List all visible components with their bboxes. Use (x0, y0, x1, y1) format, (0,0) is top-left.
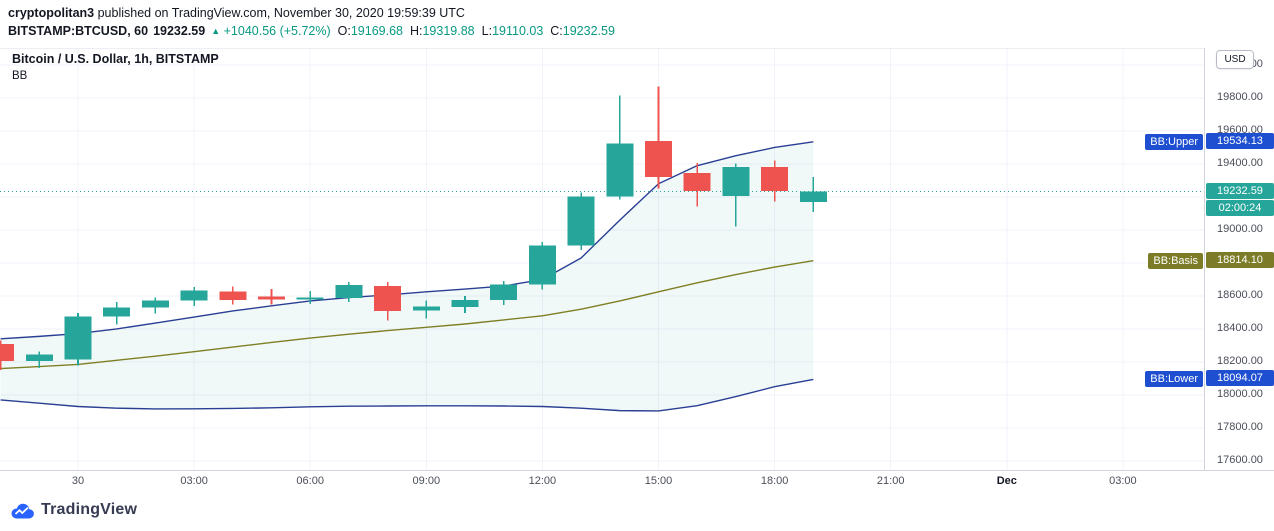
up-arrow-icon: ▲ (211, 26, 221, 36)
currency-toggle-button[interactable]: USD (1216, 50, 1254, 69)
time-tick: 15:00 (644, 475, 673, 487)
tradingview-cloud-icon (11, 503, 34, 518)
high-label: H: (409, 24, 423, 38)
open-value: 19169.68 (350, 24, 403, 38)
price-tick: 19000.00 (1217, 222, 1263, 235)
time-tick: 30 (71, 475, 85, 487)
chart-legend: Bitcoin / U.S. Dollar, 1h, BITSTAMP BB (12, 52, 219, 82)
price-tick: 17600.00 (1217, 453, 1263, 466)
publisher-line: cryptopolitan3 published on TradingView.… (8, 5, 615, 22)
chart-canvas[interactable]: Bitcoin / U.S. Dollar, 1h, BITSTAMP BB B… (0, 48, 1204, 471)
snapshot-header: cryptopolitan3 published on TradingView.… (8, 5, 615, 40)
bb-lower-tag: BB:Lower (1145, 371, 1203, 388)
price-tick: 18400.00 (1217, 321, 1263, 334)
bb-basis-value-label: 18814.10 (1206, 251, 1274, 268)
low-label: L: (481, 24, 493, 38)
low-value: 19110.03 (492, 24, 544, 38)
header-last-price: 19232.59 (153, 24, 206, 38)
close-label: C: (550, 24, 563, 38)
time-tick: Dec (996, 475, 1017, 487)
bb-lower-value-label: 18094.07 (1206, 370, 1274, 387)
bb-upper-value-label: 19534.13 (1206, 132, 1274, 149)
ohlc-high: H:19319.88 (410, 24, 475, 38)
price-tick: 19400.00 (1217, 156, 1263, 169)
ohlc-close: C:19232.59 (550, 24, 615, 38)
indicator-bb-label[interactable]: BB (12, 70, 28, 82)
price-tick: 19800.00 (1217, 90, 1263, 103)
last-price-value-label: 19232.59 (1206, 182, 1274, 199)
close-value: 19232.59 (562, 24, 615, 38)
time-tick: 21:00 (876, 475, 905, 487)
tradingview-logo[interactable]: TradingView (10, 501, 137, 519)
tradingview-brand-text: TradingView (41, 501, 138, 518)
ohlc-open: O:19169.68 (338, 24, 403, 38)
time-tick: 06:00 (296, 475, 324, 487)
time-tick: 18:00 (760, 475, 789, 487)
bb-upper-tag: BB:Upper (1145, 133, 1203, 150)
time-tick: 12:00 (528, 475, 557, 487)
ohlc-low: L:19110.03 (482, 24, 544, 38)
footer: TradingView (0, 494, 1274, 531)
bb-basis-tag: BB:Basis (1148, 252, 1203, 269)
time-tick: 03:00 (1109, 475, 1137, 487)
price-tick: 18000.00 (1217, 387, 1263, 400)
high-value: 19319.88 (422, 24, 475, 38)
symbol-name: BITSTAMP:BTCUSD, 60 (8, 24, 149, 38)
publisher-username: cryptopolitan3 (8, 6, 95, 20)
time-axis[interactable]: 30 03:00 06:00 09:00 12:00 15:00 18:00 21:00 Dec… (0, 470, 1274, 493)
time-tick: 09:00 (412, 475, 441, 487)
price-tick: 18200.00 (1217, 354, 1263, 367)
candlestick-svg (0, 49, 1204, 471)
candle-countdown-label: 02:00:24 (1206, 199, 1274, 216)
open-label: O: (337, 24, 351, 38)
change-text: +1040.56 (+5.72%) (223, 24, 331, 38)
price-tick: 17800.00 (1217, 420, 1263, 433)
price-tick: 18600.00 (1217, 288, 1263, 301)
price-axis[interactable]: 19534.13 19232.59 02:00:24 18814.10 1809… (1204, 48, 1274, 470)
time-tick: 03:00 (180, 475, 208, 487)
symbol-info-line: BITSTAMP:BTCUSD, 60 19232.59 ▲ +1040.56 (+… (8, 23, 615, 40)
price-change: ▲ +1040.56 (+5.72%) (211, 24, 330, 38)
publisher-info: published on TradingView.com, November 3… (94, 6, 465, 20)
symbol-title[interactable]: Bitcoin / U.S. Dollar, 1h, BITSTAMP (12, 52, 219, 66)
